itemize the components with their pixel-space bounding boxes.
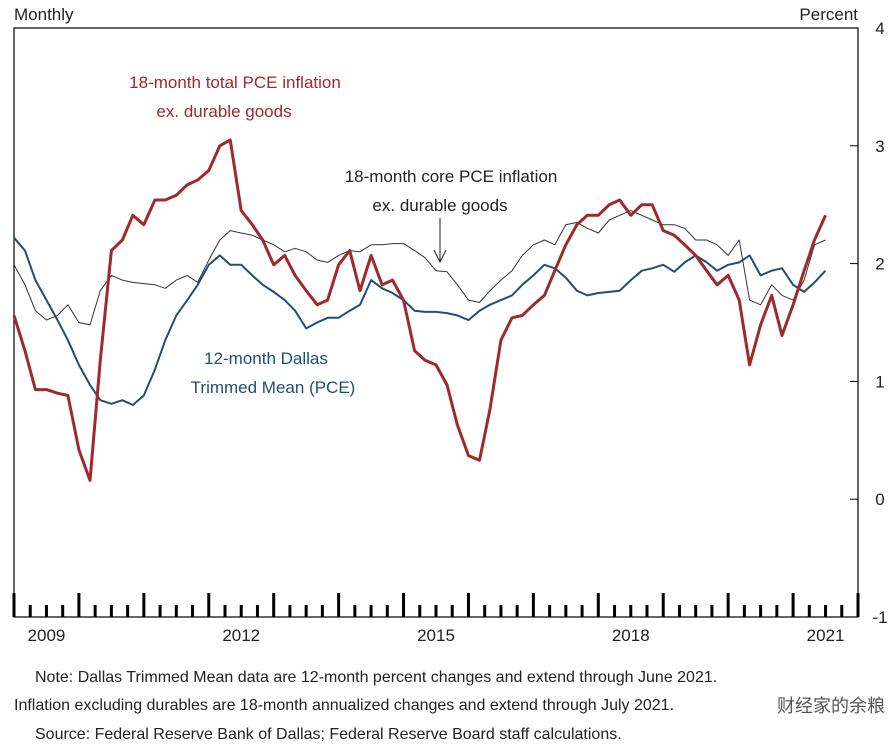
plot-frame [13,27,859,618]
watermark: 财经家的余粮 [777,696,885,716]
annotation: 18-month core PCE inflation [345,167,558,186]
series-line [13,237,827,406]
left-axis-label: Monthly [14,5,74,24]
series-line [12,138,827,482]
right-axis-label: Percent [799,5,858,24]
note: Source: Federal Reserve Bank of Dallas; … [35,726,622,743]
y-tick-label: 1 [875,372,884,391]
annotation: 12-month Dallas [204,349,328,368]
x-tick-label: 2015 [417,626,455,645]
note: Inflation excluding durables are 18-mont… [14,697,674,714]
x-tick-label: 2012 [222,626,260,645]
y-tick-label: 0 [875,490,884,509]
y-tick-label: 3 [875,137,884,156]
y-tick-label: -1 [872,608,887,627]
y-tick-label: 2 [875,255,884,274]
annotation: 18-month total PCE inflation [129,73,341,92]
x-tick-label: 2021 [807,626,845,645]
x-tick-label: 2018 [612,626,650,645]
y-tick-label: 4 [875,19,884,38]
note: Note: Dallas Trimmed Mean data are 12-mo… [35,669,717,686]
x-tick-label: 2009 [28,626,66,645]
annotation: Trimmed Mean (PCE) [191,378,356,397]
annotation-arrow-head [433,249,447,264]
series-line [13,210,826,326]
annotation: ex. durable goods [156,102,291,121]
annotation: ex. durable goods [372,196,507,215]
